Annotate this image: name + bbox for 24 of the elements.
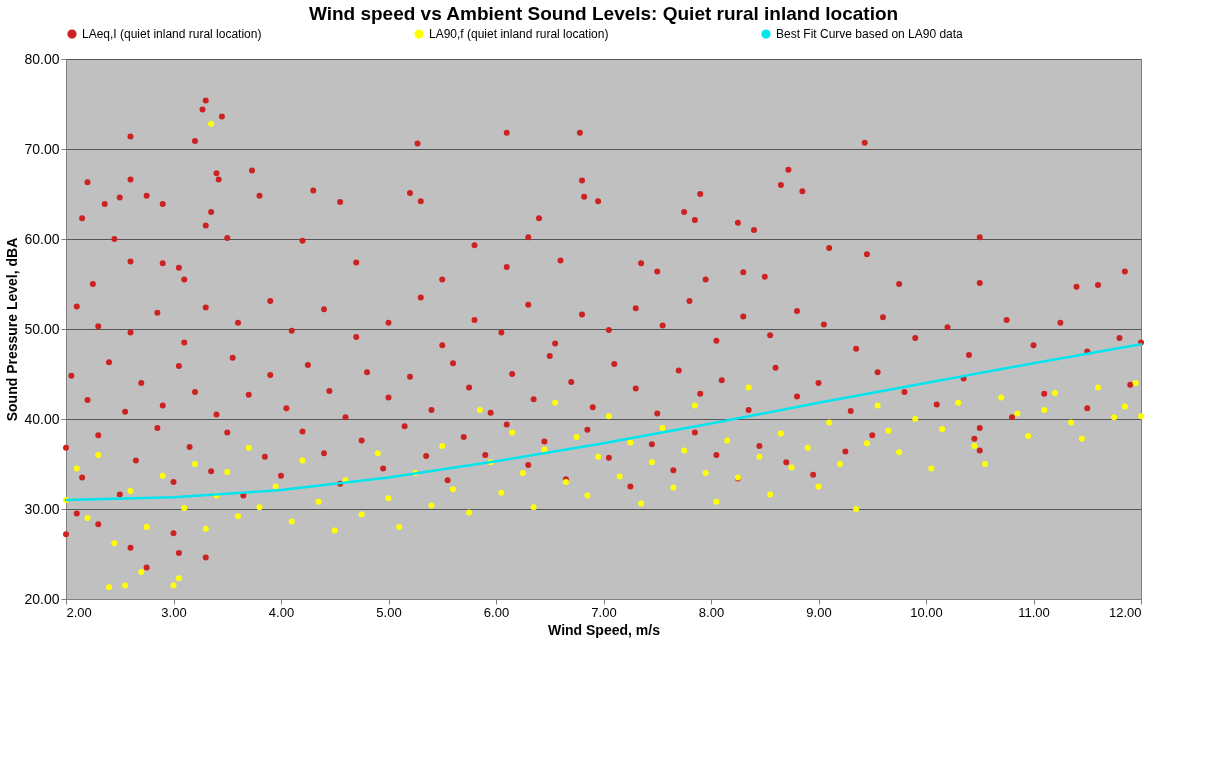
x-tick-label: 12.00 bbox=[1108, 604, 1142, 620]
legend-label: LAeq,I (quiet inland rural location) bbox=[82, 27, 262, 42]
x-tick-label: 8.00 bbox=[698, 604, 725, 620]
y-tick-label: 50.00 bbox=[24, 320, 60, 337]
y-tick-label: 20.00 bbox=[24, 590, 60, 607]
y-tick-label: 30.00 bbox=[24, 500, 60, 517]
x-tick-label: 7.00 bbox=[591, 604, 617, 620]
x-tick-label: 9.00 bbox=[806, 604, 832, 620]
y-axis-title: Sound Pressure Level, dBA bbox=[4, 237, 21, 422]
x-tick-label: 3.00 bbox=[161, 604, 187, 620]
x-tick-label: 11.00 bbox=[1018, 604, 1050, 620]
y-tick-label: 40.00 bbox=[24, 410, 60, 427]
x-tick-label: 6.00 bbox=[483, 604, 510, 620]
x-tick-label: 10.00 bbox=[910, 604, 943, 620]
y-tick-label: 80.00 bbox=[24, 50, 60, 67]
y-tick-label: 60.00 bbox=[24, 230, 60, 247]
x-tick-label: 4.00 bbox=[268, 604, 295, 620]
legend-label: LA90,f (quiet inland rural location) bbox=[429, 27, 609, 42]
legend-label: Best Fit Curve based on LA90 data bbox=[776, 27, 964, 42]
x-tick-label: 5.00 bbox=[376, 604, 402, 620]
x-axis-title: Wind Speed, m/s bbox=[548, 621, 661, 638]
x-tick-label: 2.00 bbox=[66, 604, 92, 620]
chart-title: Wind speed vs Ambient Sound Levels: Quiet rural inland location bbox=[308, 3, 899, 24]
y-tick-label: 70.00 bbox=[24, 140, 60, 157]
